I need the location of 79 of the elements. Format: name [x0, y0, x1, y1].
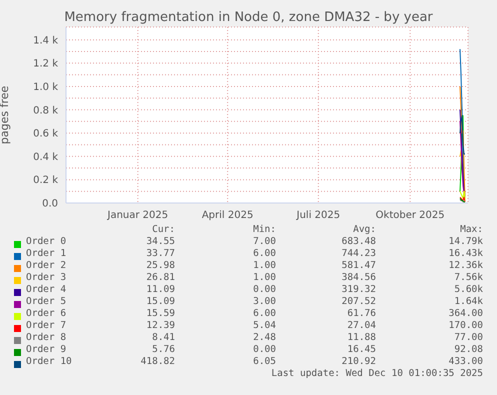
line-series	[460, 190, 466, 202]
text: 25.98	[146, 260, 175, 271]
text: 12.39	[146, 320, 175, 331]
y-tick-label: 1.2 k	[33, 58, 58, 70]
legend-label: Order 0	[26, 236, 66, 247]
text: 5.76	[152, 344, 175, 355]
y-tick-label: 0.4 k	[33, 152, 58, 163]
text: 433.00	[448, 356, 483, 367]
legend-label: Order 5	[26, 296, 66, 307]
text: Last update: Wed Dec 10 01:00:35 2025	[271, 368, 483, 379]
legend-label: Order 9	[26, 344, 66, 355]
text: 744.23	[342, 248, 376, 259]
text: 16.43k	[448, 248, 483, 259]
line-series	[460, 109, 465, 192]
text: 6.05	[253, 356, 276, 367]
legend-label: Order 4	[26, 284, 66, 295]
legend-label: Order 2	[26, 260, 66, 271]
text: 26.81	[146, 272, 175, 283]
text: 7.00	[253, 236, 276, 247]
line-series	[460, 120, 465, 194]
text: 15.09	[146, 296, 175, 307]
legend-label: Order 6	[26, 308, 66, 319]
text: 14.79k	[448, 236, 483, 247]
text: 2.48	[253, 332, 276, 343]
y-tick-label: 0.0	[42, 198, 58, 210]
legend-label: Order 10	[26, 356, 72, 367]
chart-title: Memory fragmentation in Node 0, zone DMA32 - by year	[63, 10, 434, 25]
text: 0.00	[253, 344, 276, 355]
text: 418.82	[140, 356, 175, 367]
text: 33.77	[146, 248, 175, 259]
text: 6.00	[253, 308, 276, 319]
y-tick-label: 1.0 k	[33, 82, 58, 93]
text: 8.41	[152, 332, 175, 343]
x-tick-label: Januar 2025	[106, 210, 168, 222]
text: 319.32	[342, 284, 376, 295]
text: 0.00	[253, 284, 276, 295]
text: 5.60k	[454, 284, 483, 295]
legend-label: Order 1	[26, 248, 66, 259]
text: 210.92	[342, 356, 376, 367]
x-tick-label: Oktober 2025	[376, 210, 445, 222]
x-tick-label: Juli 2025	[296, 210, 340, 222]
legend-label: Order 8	[26, 332, 66, 343]
text: 1.64k	[454, 296, 483, 307]
text: Cur:	[152, 224, 175, 235]
y-tick-label: 0.2 k	[33, 175, 58, 186]
text: 61.76	[347, 308, 376, 319]
legend-label: Order 7	[26, 320, 66, 331]
line-series	[460, 86, 466, 200]
y-axis-title: pages free	[0, 86, 11, 144]
x-tick-label: April 2025	[202, 210, 254, 222]
text: 11.09	[146, 284, 175, 295]
text: 384.56	[342, 272, 376, 283]
text: 207.52	[342, 296, 376, 307]
text: Avg:	[353, 224, 376, 235]
y-tick-label: 0.8 k	[33, 105, 58, 116]
legend-label: Order 3	[26, 272, 66, 283]
text: 364.00	[448, 308, 483, 319]
text: Min:	[253, 224, 276, 235]
text: 170.00	[448, 320, 483, 331]
y-tick-label: 0.6 k	[33, 128, 58, 140]
text: 3.00	[253, 296, 276, 307]
text: 92.08	[454, 344, 483, 355]
text: 7.56k	[454, 272, 483, 283]
text: 6.00	[253, 248, 276, 259]
text: 683.48	[342, 236, 376, 247]
text: 12.36k	[448, 260, 483, 271]
text: Max:	[460, 224, 483, 235]
y-tick-label: 1.4 k	[33, 35, 58, 46]
text: 1.00	[253, 260, 276, 271]
line-series	[460, 115, 466, 155]
text: 16.45	[347, 344, 376, 355]
text: 581.47	[342, 260, 376, 271]
text: 5.04	[253, 320, 276, 331]
text: 77.00	[454, 332, 483, 343]
text: 1.00	[253, 272, 276, 283]
text: 11.88	[347, 332, 376, 343]
text: 27.04	[347, 320, 376, 331]
text: 34.55	[146, 236, 175, 247]
text: 15.59	[146, 308, 175, 319]
